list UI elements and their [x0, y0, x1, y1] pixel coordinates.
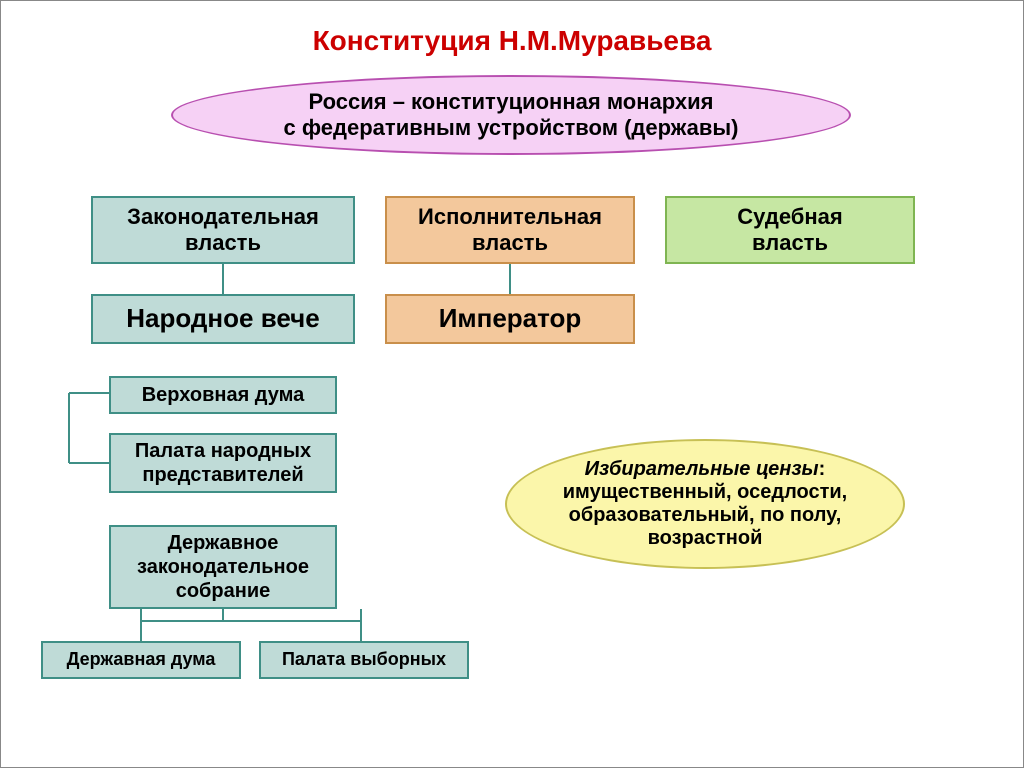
palata-narodnykh: Палата народных представителей	[109, 433, 337, 493]
judicial-branch: Судебная власть	[665, 196, 915, 264]
diagram-title: Конституция Н.М.Муравьева	[1, 25, 1023, 57]
narodnoe-veche: Народное вече	[91, 294, 355, 344]
cenzy-line2: имущественный, оседлости,	[563, 481, 847, 504]
cenzy-line1: Избирательные цензы:	[585, 458, 826, 481]
derzhavnoe-sobranie: Державное законодательное собрание	[109, 525, 337, 609]
top-ellipse: Россия – конституционная монархия с феде…	[171, 75, 851, 155]
top-ellipse-line2: с федеративным устройством (державы)	[284, 115, 739, 141]
legislative-branch: Законодательная власть	[91, 196, 355, 264]
palata-vybornykh: Палата выборных	[259, 641, 469, 679]
executive-branch: Исполнительная власть	[385, 196, 635, 264]
cenzy-ellipse: Избирательные цензы: имущественный, осед…	[505, 439, 905, 569]
emperor-box: Император	[385, 294, 635, 344]
cenzy-line4: возрастной	[648, 527, 763, 550]
top-ellipse-line1: Россия – конституционная монархия	[308, 89, 713, 115]
derzhavnaya-duma: Державная дума	[41, 641, 241, 679]
cenzy-line3: образовательный, по полу,	[569, 504, 842, 527]
verkhovnaya-duma: Верховная дума	[109, 376, 337, 414]
